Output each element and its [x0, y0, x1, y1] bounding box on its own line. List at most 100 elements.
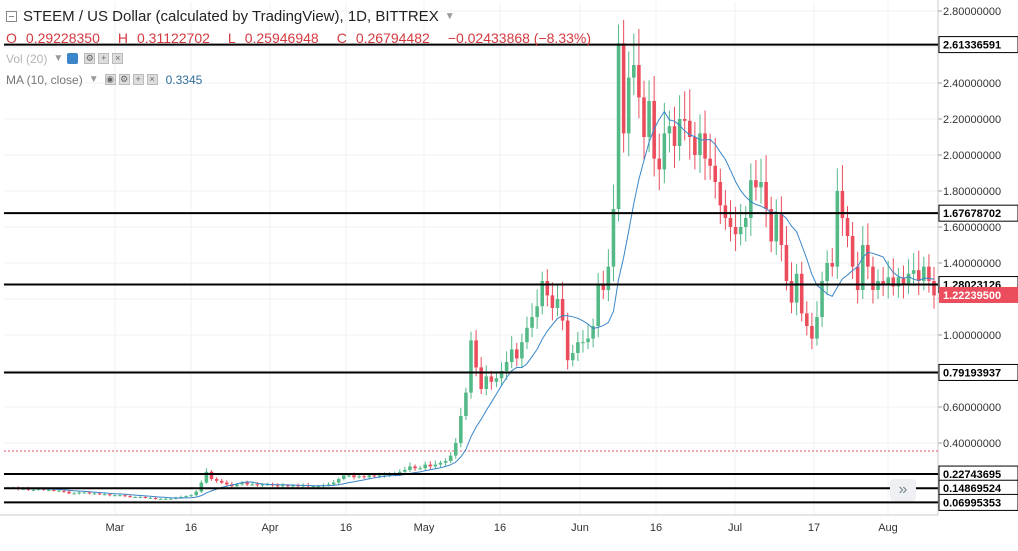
candle-body	[520, 342, 524, 359]
y-tick-label: 1.40000000	[943, 258, 1001, 270]
x-tick-label: 16	[494, 522, 506, 534]
candle-body	[123, 495, 127, 497]
candle-body	[377, 475, 382, 477]
ohlc-high-label: H	[117, 29, 128, 46]
candle-body	[255, 484, 260, 486]
close-icon[interactable]: ×	[112, 53, 124, 64]
candle-body	[682, 119, 687, 121]
candle-body	[67, 491, 71, 494]
candle-body	[499, 371, 504, 379]
chevron-down-icon[interactable]: ▼	[88, 74, 99, 85]
gear-icon[interactable]: ⚙	[84, 53, 96, 64]
candle-body	[591, 326, 595, 339]
candle-body	[260, 484, 265, 486]
candle-body	[184, 496, 188, 498]
last-price-tag-box	[939, 286, 1018, 303]
candle-body	[611, 209, 616, 267]
candle-body	[280, 485, 285, 487]
candle-body	[326, 484, 331, 486]
candle-body	[494, 378, 499, 382]
candle-body	[21, 488, 26, 490]
candle-body	[235, 484, 239, 487]
candle-body	[647, 101, 651, 137]
plus-icon[interactable]: +	[98, 53, 110, 64]
ma-buttons: ◉ ⚙ + ×	[104, 74, 158, 85]
volume-buttons: ⚙ + ×	[84, 53, 124, 64]
candle-body	[886, 277, 890, 285]
candle-body	[291, 485, 295, 487]
ohlc-close-value: 0.26794482	[355, 29, 430, 46]
candle-body	[601, 284, 606, 290]
candle-body	[408, 466, 412, 470]
candle-body	[219, 480, 224, 483]
candle-body	[540, 281, 545, 307]
candle-body	[265, 484, 270, 486]
square-minus-icon[interactable]	[6, 11, 17, 22]
candle-body	[779, 214, 784, 245]
eye-icon[interactable]: ◉	[104, 74, 116, 85]
candle-body	[581, 342, 585, 344]
candle-body	[672, 126, 677, 146]
candle-body	[927, 266, 931, 281]
candle-body	[916, 270, 921, 281]
candle-body	[245, 482, 249, 485]
candle-body	[62, 490, 66, 492]
candle-body	[214, 479, 219, 481]
candle-body	[204, 471, 209, 483]
candle-body	[718, 182, 723, 206]
candle-body	[545, 281, 550, 296]
level-tag-label: 0.79193937	[943, 367, 1001, 379]
candle-body	[743, 218, 748, 227]
plus-icon[interactable]: +	[132, 74, 144, 85]
candle-body	[163, 498, 168, 500]
level-tag-label: 2.61336591	[943, 40, 1001, 52]
chevron-down-icon[interactable]: ▼	[444, 11, 455, 22]
candle-body	[189, 495, 193, 497]
candle-body	[113, 495, 117, 497]
candle-body	[754, 180, 758, 188]
candle-body	[148, 497, 153, 499]
candle-body	[535, 306, 539, 317]
candle-body	[57, 490, 61, 492]
candle-body	[728, 218, 733, 227]
close-icon[interactable]: ×	[146, 74, 158, 85]
double-chevron-right-icon[interactable]: »	[890, 479, 916, 501]
candle-body	[52, 489, 56, 491]
candle-body	[871, 266, 875, 290]
chevron-down-icon[interactable]: ▼	[53, 53, 64, 64]
candle-body	[708, 158, 712, 166]
candle-body	[703, 133, 707, 159]
candle-body	[26, 488, 31, 490]
gear-icon[interactable]: ⚙	[118, 74, 130, 85]
candle-body	[687, 120, 692, 137]
candle-body	[565, 320, 570, 361]
candle-body	[596, 284, 600, 326]
candle-body	[158, 498, 163, 500]
candle-body	[87, 492, 92, 494]
candle-body	[759, 182, 763, 188]
candle-body	[433, 464, 438, 467]
candle-body	[733, 227, 738, 235]
ohlc-row: O 0.29228350 H 0.31122702 L 0.25946948 C 0.2…	[6, 27, 600, 48]
candle-body	[662, 133, 667, 170]
level-tag-label: 1.67678702	[943, 208, 1001, 220]
y-tick-label: 1.00000000	[943, 330, 1001, 342]
level-tag-box	[938, 363, 1018, 381]
level-tag-box	[938, 36, 1018, 54]
candle-body	[413, 466, 417, 469]
candle-body	[82, 492, 87, 494]
eye-icon[interactable]	[67, 53, 79, 64]
level-tag-label: 0.06995353	[943, 497, 1001, 509]
candle-body	[642, 97, 646, 137]
candle-body	[199, 482, 204, 492]
x-tick-label: 16	[185, 522, 197, 534]
volume-indicator-row[interactable]: Vol (20) ▼ ⚙ + ×	[6, 48, 600, 69]
ma-indicator-row[interactable]: MA (10, close) ▼ ◉ ⚙ + × 0.3345	[6, 69, 600, 90]
candle-body	[418, 468, 422, 470]
candle-body	[713, 165, 718, 182]
candle-body	[362, 476, 366, 478]
candle-body	[570, 353, 575, 361]
chart-title: STEEM / US Dollar (calculated by Trading…	[23, 8, 439, 25]
